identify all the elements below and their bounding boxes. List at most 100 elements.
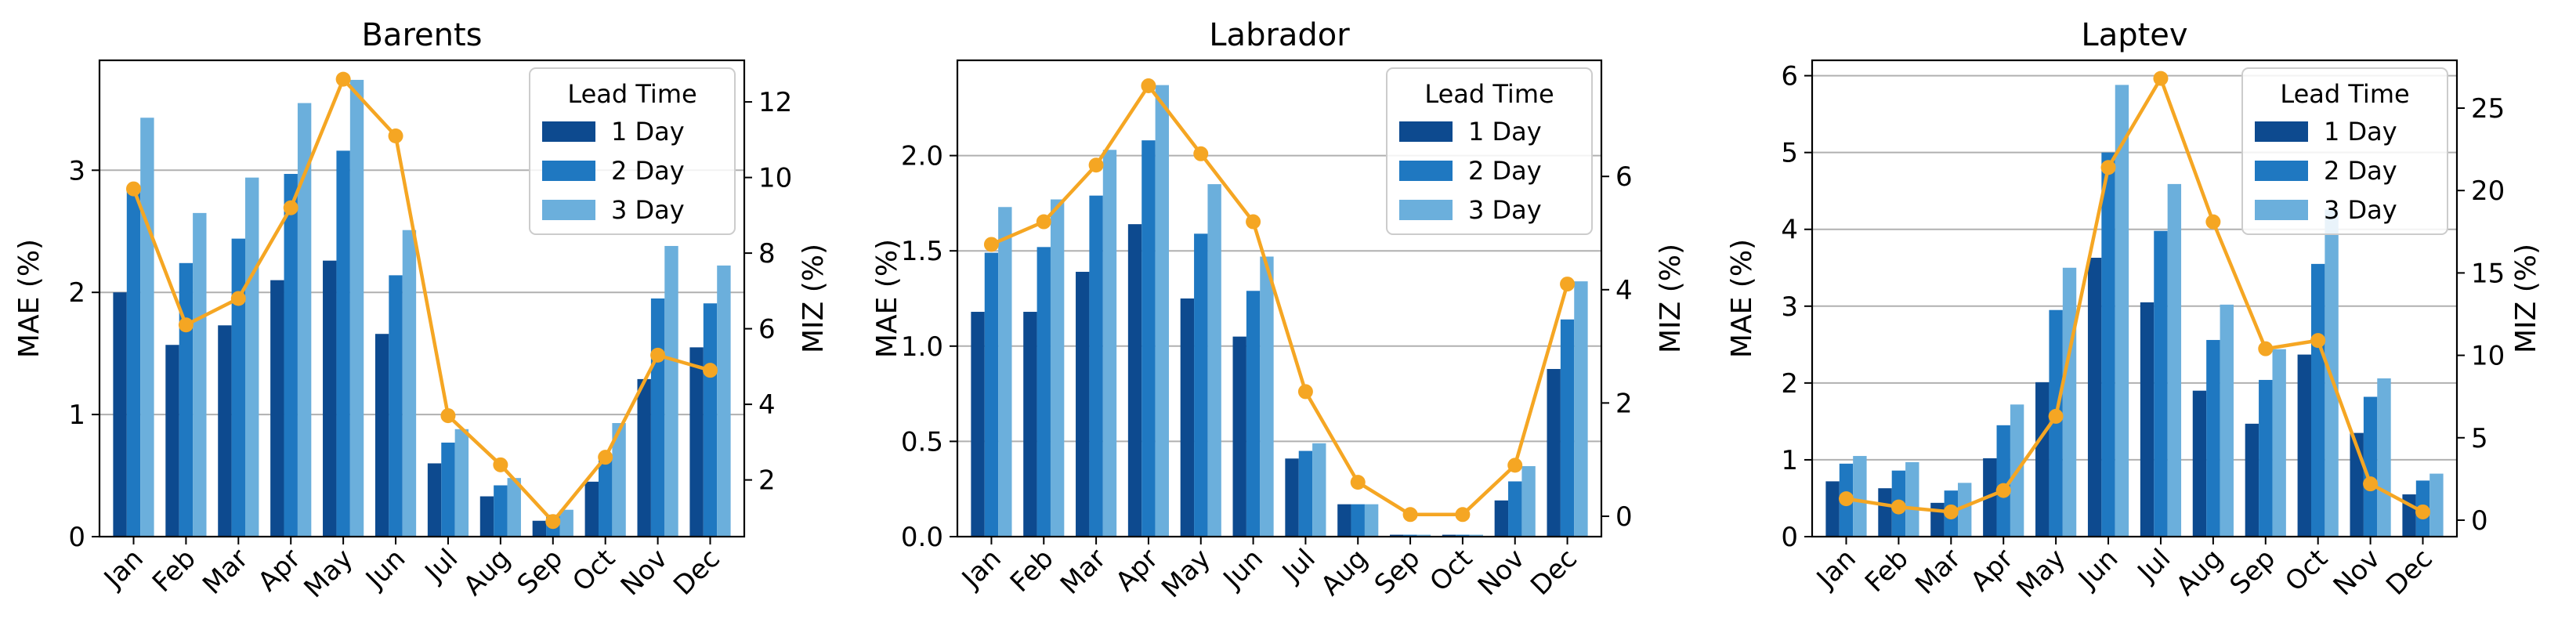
miz-point-sep (545, 514, 561, 530)
bar-1-day-aug (479, 496, 494, 537)
y-tick-label: 0.0 (901, 522, 943, 553)
bar-1-day-oct (2297, 354, 2311, 537)
y-axis-label: MAE (%) (871, 239, 903, 358)
bar-3-day-sep (1416, 534, 1431, 537)
bar-1-day-dec (689, 347, 704, 537)
legend-swatch-1 (2255, 121, 2308, 142)
bar-1-day-apr (1127, 224, 1142, 537)
x-tick-label-feb: Feb (1859, 543, 1915, 599)
bar-3-day-sep (2272, 349, 2286, 537)
bar-2-day-may (1194, 233, 1208, 537)
legend-label-3: 3 Day (611, 195, 685, 225)
bar-1-day-may (1180, 298, 1195, 537)
y2-tick-label: 12 (758, 87, 792, 118)
x-tick-label-sep: Sep (1369, 543, 1427, 601)
x-tick-label-jan: Jan (1810, 543, 1862, 595)
legend-swatch-2 (2255, 161, 2308, 181)
x-tick-label-dec: Dec (2380, 543, 2439, 602)
miz-point-jul (440, 408, 456, 424)
bar-3-day-nov (2377, 378, 2391, 537)
x-tick-label-oct: Oct (2279, 543, 2334, 598)
bar-2-day-apr (1996, 425, 2010, 537)
bar-3-day-may (1207, 184, 1221, 537)
bar-1-day-feb (1023, 312, 1037, 537)
y-tick-label: 1 (1781, 445, 1798, 476)
bar-3-day-jan (1853, 456, 1867, 537)
plot-frame (1811, 59, 2458, 538)
bar-1-day-aug (1337, 504, 1351, 537)
legend: Lead Time 1 Day 2 Day 3 Day (1386, 67, 1593, 235)
bar-1-day-jun (2087, 258, 2102, 537)
x-tick-label-nov: Nov (615, 543, 674, 602)
miz-point-may (335, 71, 351, 87)
bar-3-day-jun (2115, 85, 2129, 537)
bar-1-day-mar (218, 325, 232, 537)
x-tick-label-feb: Feb (147, 543, 202, 599)
miz-point-aug (493, 457, 508, 472)
miz-point-sep (2258, 341, 2274, 356)
miz-point-jun (388, 128, 403, 144)
bar-2-day-feb (179, 262, 194, 537)
bar-2-day-jun (1246, 291, 1261, 537)
miz-point-oct (2310, 333, 2326, 349)
miz-point-oct (1455, 507, 1471, 523)
miz-point-mar (1088, 157, 1104, 173)
bar-3-day-jul (1312, 443, 1326, 537)
x-tick-label-sep: Sep (2224, 543, 2282, 601)
x-tick-label-jan: Jan (955, 543, 1008, 595)
bar-1-day-feb (1878, 488, 1892, 537)
miz-point-jun (1246, 214, 1261, 230)
y-tick-label: 0.5 (901, 426, 943, 458)
bar-1-day-feb (165, 345, 179, 537)
miz-point-feb (1890, 499, 1906, 515)
miz-point-jul (2153, 71, 2169, 86)
bar-1-day-sep (532, 520, 547, 537)
bar-1-day-dec (1547, 368, 1561, 537)
miz-point-aug (2205, 214, 2221, 230)
y2-axis-label: MIZ (%) (798, 244, 830, 353)
bar-1-day-jul (1285, 458, 1299, 537)
miz-point-mar (230, 291, 246, 306)
bar-2-day-apr (1141, 140, 1156, 537)
bar-1-day-nov (1494, 500, 1509, 537)
y2-tick-label: 6 (758, 314, 776, 345)
y-tick-label: 5 (1781, 138, 1798, 169)
y-tick-label: 2 (1781, 368, 1798, 400)
plot-frame (98, 59, 746, 538)
legend-box (2241, 67, 2448, 235)
y2-tick-label: 4 (1615, 275, 1633, 306)
x-tick-label-jul: Jul (2131, 543, 2177, 589)
miz-point-mar (1943, 504, 1959, 519)
miz-point-may (2048, 408, 2064, 424)
miz-point-feb (1036, 214, 1051, 230)
bar-3-day-nov (1521, 466, 1536, 537)
bar-2-day-sep (2259, 379, 2273, 537)
bar-3-day-aug (1364, 504, 1379, 537)
miz-point-nov (650, 347, 666, 363)
y-tick-label: 3 (68, 155, 85, 186)
bar-1-day-jul (427, 463, 442, 537)
bar-3-day-oct (1469, 534, 1483, 537)
bar-2-day-nov (650, 298, 665, 537)
bar-2-day-oct (1456, 534, 1470, 537)
bar-3-day-jun (1260, 256, 1274, 537)
bar-3-day-nov (664, 245, 678, 537)
bar-1-day-may (323, 260, 337, 537)
x-tick-label-mar: Mar (1055, 543, 1113, 601)
x-tick-label-may: May (298, 543, 360, 604)
miz-point-jul (1297, 384, 1313, 400)
legend-swatch-3 (542, 200, 595, 220)
bar-2-day-nov (1508, 481, 1522, 537)
bar-1-day-jul (2140, 302, 2155, 537)
bar-2-day-oct (598, 456, 613, 537)
x-tick-label-mar: Mar (1909, 543, 1967, 601)
y-tick-label: 1.0 (901, 331, 943, 363)
bar-3-day-dec (2429, 473, 2444, 537)
bar-3-day-feb (1905, 461, 1919, 537)
bar-1-day-apr (270, 280, 284, 537)
bar-3-day-aug (2220, 304, 2234, 537)
legend-title: Lead Time (2280, 79, 2409, 109)
